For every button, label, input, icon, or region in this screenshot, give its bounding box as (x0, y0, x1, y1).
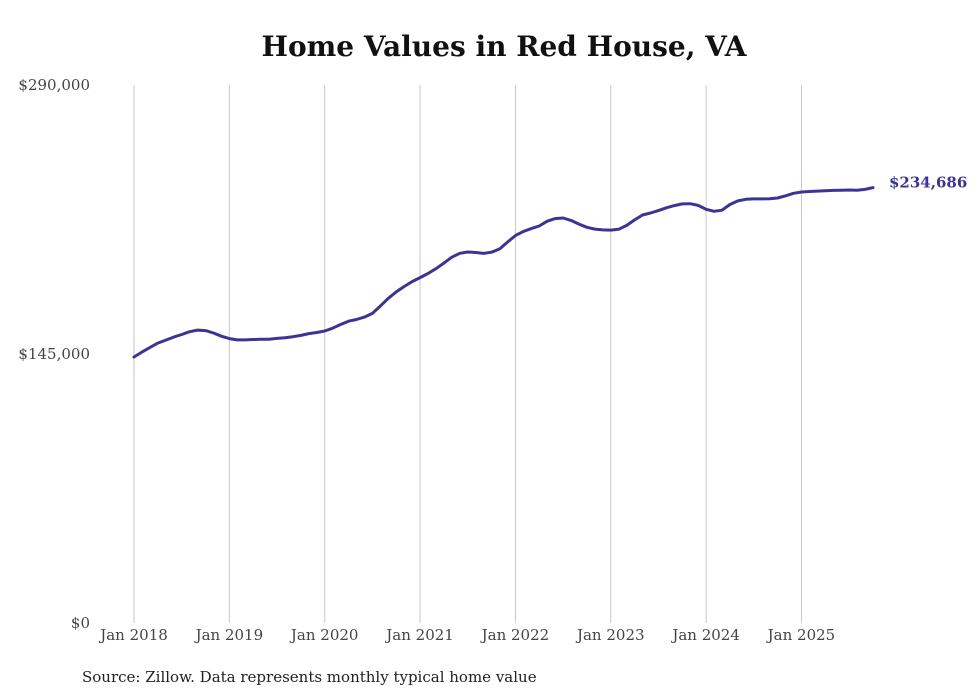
y-tick-label: $290,000 (18, 76, 90, 94)
x-tick-label: Jan 2025 (766, 626, 836, 644)
source-note: Source: Zillow. Data represents monthly … (82, 668, 537, 686)
x-tick-label: Jan 2020 (289, 626, 359, 644)
end-value-label: $234,686 (889, 174, 967, 192)
y-tick-label: $145,000 (18, 345, 90, 363)
x-tick-label: Jan 2019 (194, 626, 264, 644)
y-tick-label: $0 (71, 614, 90, 632)
x-tick-label: Jan 2018 (98, 626, 168, 644)
x-tick-label: Jan 2021 (384, 626, 454, 644)
x-tick-label: Jan 2024 (670, 626, 740, 644)
x-tick-label: Jan 2022 (480, 626, 550, 644)
x-tick-label: Jan 2023 (575, 626, 645, 644)
chart-title: Home Values in Red House, VA (261, 30, 747, 63)
series-line-home-value (132, 186, 875, 359)
